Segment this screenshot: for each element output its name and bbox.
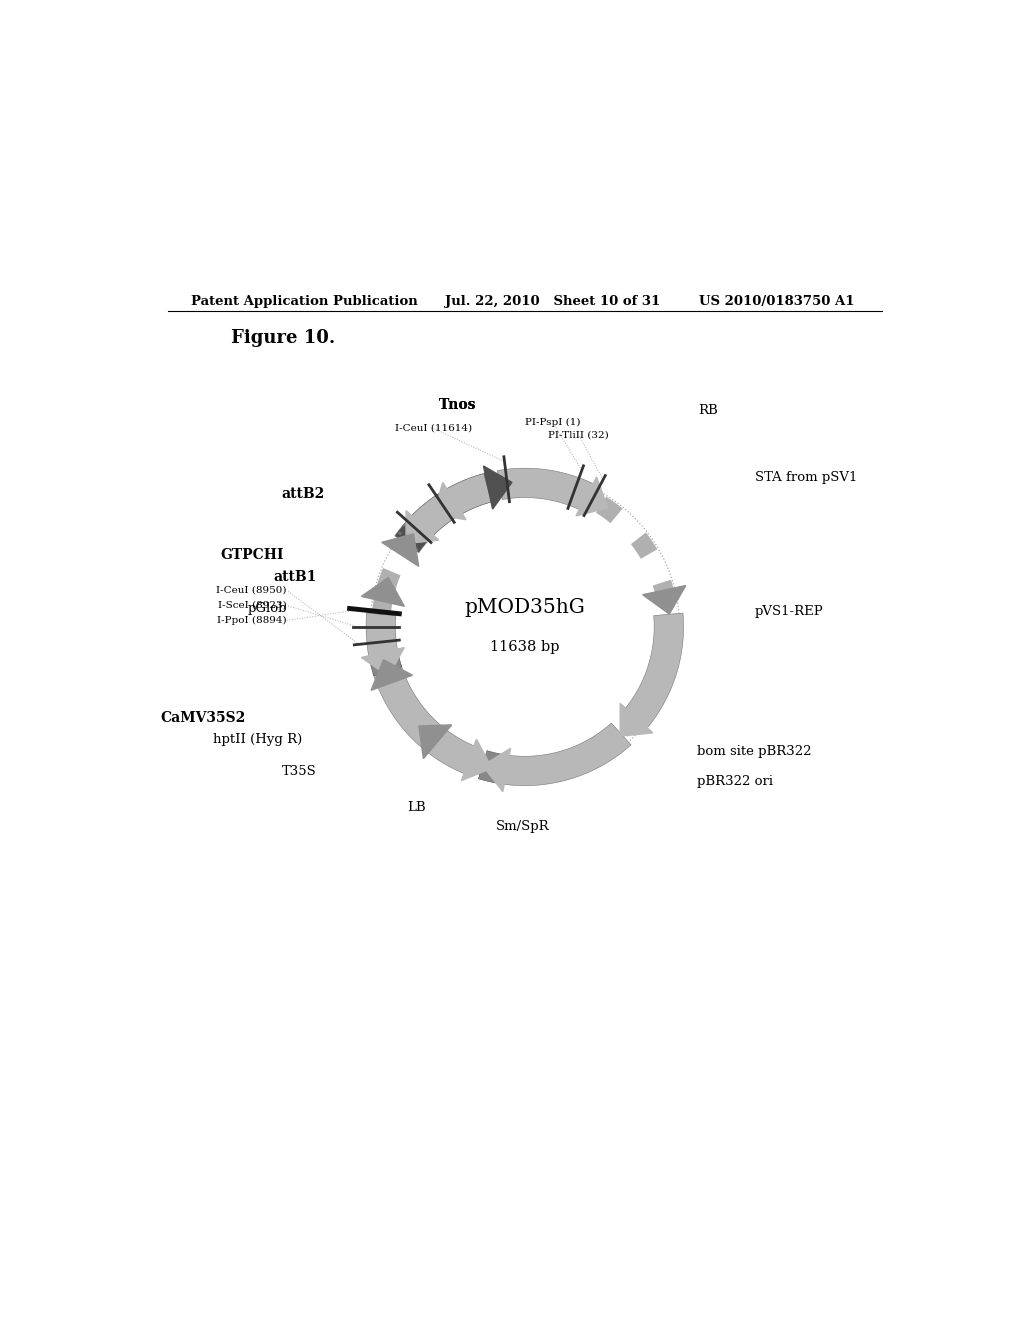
Polygon shape [382, 533, 419, 566]
Text: Sm/SpR: Sm/SpR [496, 821, 549, 833]
Text: Figure 10.: Figure 10. [231, 329, 336, 347]
Polygon shape [395, 471, 498, 553]
Polygon shape [643, 586, 686, 614]
Polygon shape [483, 466, 512, 510]
Text: pBR322 ori: pBR322 ori [697, 775, 773, 788]
Polygon shape [434, 482, 466, 520]
Polygon shape [361, 578, 404, 606]
Text: Tnos: Tnos [438, 397, 476, 412]
Polygon shape [407, 511, 439, 544]
Text: I-PpoI (8894): I-PpoI (8894) [217, 616, 287, 626]
Text: PI-PspI (1): PI-PspI (1) [525, 417, 581, 426]
Text: I-CeuI (11614): I-CeuI (11614) [395, 424, 472, 433]
Text: GTPCHI: GTPCHI [221, 549, 285, 562]
Text: pVS1-REP: pVS1-REP [755, 605, 823, 618]
Text: CaMV35S2: CaMV35S2 [160, 711, 246, 725]
Polygon shape [621, 704, 653, 737]
Text: US 2010/0183750 A1: US 2010/0183750 A1 [699, 296, 855, 308]
Polygon shape [621, 612, 683, 733]
Text: hptII (Hyg R): hptII (Hyg R) [213, 733, 303, 746]
Polygon shape [367, 612, 398, 663]
Polygon shape [482, 748, 511, 792]
Polygon shape [498, 723, 631, 785]
Polygon shape [498, 469, 599, 512]
Text: I-CeuI (8950): I-CeuI (8950) [216, 586, 287, 595]
Text: attB2: attB2 [282, 487, 325, 500]
Text: LB: LB [407, 800, 425, 813]
Text: pGlob: pGlob [247, 602, 287, 615]
Text: pMOD35hG: pMOD35hG [464, 598, 586, 616]
Polygon shape [371, 660, 413, 690]
Text: bom site pBR322: bom site pBR322 [697, 744, 811, 758]
Text: Tnos: Tnos [438, 397, 476, 412]
Text: I-SceI (8923): I-SceI (8923) [218, 601, 287, 610]
Polygon shape [478, 751, 503, 783]
Polygon shape [373, 665, 480, 776]
Polygon shape [440, 474, 492, 517]
Text: Jul. 22, 2010   Sheet 10 of 31: Jul. 22, 2010 Sheet 10 of 31 [445, 296, 660, 308]
Polygon shape [361, 648, 404, 676]
Text: Patent Application Publication: Patent Application Publication [191, 296, 418, 308]
Polygon shape [407, 495, 453, 540]
Polygon shape [462, 739, 492, 780]
Text: 11638 bp: 11638 bp [490, 640, 559, 653]
Text: attB1: attB1 [273, 570, 316, 583]
Text: T35S: T35S [283, 764, 316, 777]
Text: STA from pSV1: STA from pSV1 [755, 471, 857, 484]
Text: PI-TliII (32): PI-TliII (32) [549, 430, 609, 440]
Polygon shape [575, 477, 608, 516]
Polygon shape [419, 725, 452, 759]
Polygon shape [370, 656, 401, 676]
Text: RB: RB [697, 404, 718, 417]
